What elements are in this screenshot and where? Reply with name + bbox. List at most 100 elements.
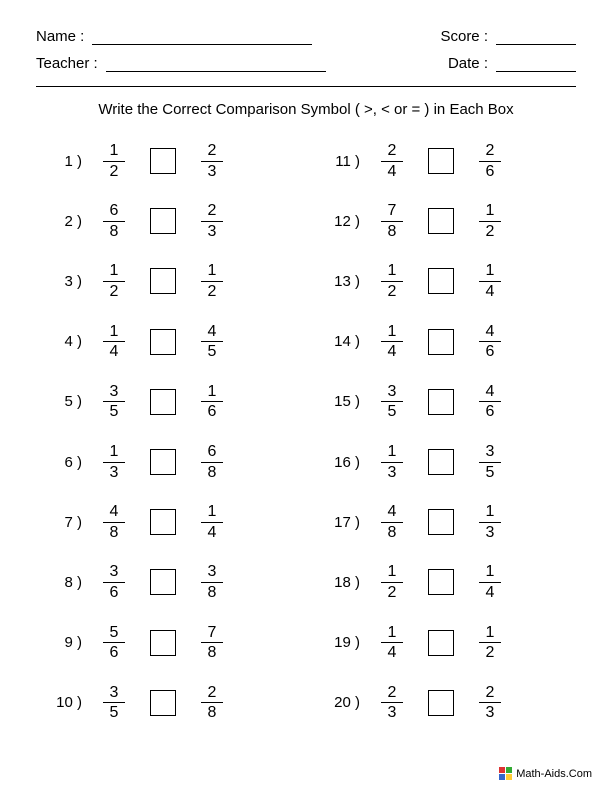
answer-box[interactable]	[150, 690, 176, 716]
numerator: 6	[198, 443, 226, 461]
problem-row: 9 )5678	[48, 624, 286, 662]
numerator: 2	[198, 202, 226, 220]
denominator: 5	[476, 464, 504, 482]
header: Name : Teacher : Score : Date :	[36, 28, 576, 72]
fraction: 45	[198, 323, 226, 361]
fraction-bar	[381, 522, 403, 523]
problem-row: 12 )7812	[326, 202, 564, 240]
answer-box[interactable]	[150, 569, 176, 595]
problem-number: 16 )	[326, 454, 366, 471]
answer-box[interactable]	[428, 630, 454, 656]
answer-box[interactable]	[428, 148, 454, 174]
fraction-bar	[381, 281, 403, 282]
numerator: 1	[100, 262, 128, 280]
problem-row: 1 )1223	[48, 142, 286, 180]
fraction-bar	[381, 462, 403, 463]
numerator: 3	[476, 443, 504, 461]
score-line[interactable]	[496, 29, 576, 45]
denominator: 8	[378, 223, 406, 241]
fraction: 46	[476, 323, 504, 361]
fraction: 12	[100, 262, 128, 300]
fraction-bar	[201, 702, 223, 703]
fraction: 13	[378, 443, 406, 481]
teacher-field: Teacher :	[36, 55, 326, 72]
fraction: 14	[378, 624, 406, 662]
numerator: 3	[100, 684, 128, 702]
problem-number: 12 )	[326, 213, 366, 230]
answer-box[interactable]	[428, 690, 454, 716]
denominator: 8	[198, 644, 226, 662]
answer-box[interactable]	[428, 449, 454, 475]
answer-box[interactable]	[150, 329, 176, 355]
numerator: 1	[198, 262, 226, 280]
numerator: 1	[198, 383, 226, 401]
fraction: 35	[100, 383, 128, 421]
problem-number: 9 )	[48, 634, 88, 651]
logo-icon	[499, 767, 512, 780]
answer-box[interactable]	[428, 509, 454, 535]
fraction-bar	[103, 281, 125, 282]
teacher-line[interactable]	[106, 56, 326, 72]
denominator: 3	[100, 464, 128, 482]
fraction: 12	[476, 202, 504, 240]
answer-box[interactable]	[150, 630, 176, 656]
problem-row: 20 )2323	[326, 684, 564, 722]
fraction: 23	[198, 202, 226, 240]
answer-box[interactable]	[428, 329, 454, 355]
answer-box[interactable]	[428, 569, 454, 595]
denominator: 8	[198, 704, 226, 722]
answer-box[interactable]	[150, 148, 176, 174]
fraction: 35	[100, 684, 128, 722]
problem-row: 7 )4814	[48, 503, 286, 541]
denominator: 4	[476, 584, 504, 602]
problem-row: 17 )4813	[326, 503, 564, 541]
problem-row: 6 )1368	[48, 443, 286, 481]
fraction-bar	[479, 281, 501, 282]
numerator: 1	[378, 262, 406, 280]
answer-box[interactable]	[150, 208, 176, 234]
denominator: 2	[100, 283, 128, 301]
denominator: 2	[100, 163, 128, 181]
answer-box[interactable]	[428, 208, 454, 234]
column-right: 11 )242612 )781213 )121414 )144615 )3546…	[326, 142, 564, 722]
fraction-bar	[381, 341, 403, 342]
fraction-bar	[103, 161, 125, 162]
numerator: 4	[476, 383, 504, 401]
denominator: 6	[100, 644, 128, 662]
denominator: 4	[198, 524, 226, 542]
fraction: 14	[198, 503, 226, 541]
problem-number: 18 )	[326, 574, 366, 591]
fraction: 48	[378, 503, 406, 541]
answer-box[interactable]	[150, 509, 176, 535]
date-line[interactable]	[496, 56, 576, 72]
problem-number: 15 )	[326, 393, 366, 410]
problem-row: 4 )1445	[48, 323, 286, 361]
denominator: 8	[198, 464, 226, 482]
name-line[interactable]	[92, 29, 312, 45]
header-right: Score : Date :	[434, 28, 576, 72]
fraction: 14	[476, 563, 504, 601]
fraction: 46	[476, 383, 504, 421]
denominator: 6	[476, 403, 504, 421]
denominator: 4	[100, 343, 128, 361]
answer-box[interactable]	[428, 268, 454, 294]
numerator: 4	[476, 323, 504, 341]
answer-box[interactable]	[150, 268, 176, 294]
numerator: 3	[100, 383, 128, 401]
fraction-bar	[201, 642, 223, 643]
fraction-bar	[201, 462, 223, 463]
answer-box[interactable]	[150, 389, 176, 415]
fraction: 68	[198, 443, 226, 481]
fraction-bar	[381, 221, 403, 222]
name-field: Name :	[36, 28, 326, 45]
fraction: 14	[476, 262, 504, 300]
problem-number: 14 )	[326, 333, 366, 350]
answer-box[interactable]	[150, 449, 176, 475]
numerator: 1	[378, 443, 406, 461]
numerator: 2	[198, 684, 226, 702]
problem-number: 3 )	[48, 273, 88, 290]
answer-box[interactable]	[428, 389, 454, 415]
denominator: 8	[198, 584, 226, 602]
denominator: 3	[198, 163, 226, 181]
fraction: 28	[198, 684, 226, 722]
